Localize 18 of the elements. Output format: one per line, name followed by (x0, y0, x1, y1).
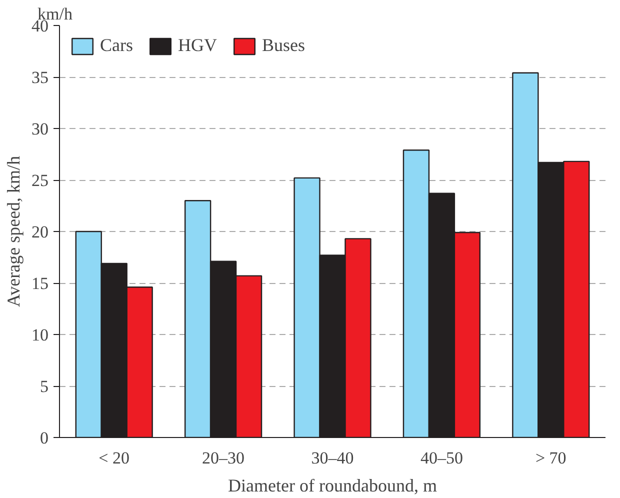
y-tick-label: 35 (32, 68, 48, 87)
y-tick-label: 0 (40, 428, 48, 448)
legend-label: Cars (100, 35, 133, 56)
x-tick-label: > 70 (535, 448, 566, 468)
x-axis-title: Diameter of roundabound, m (228, 476, 437, 496)
x-tick-label: 20–30 (202, 448, 245, 468)
x-tick-label: < 20 (98, 448, 130, 468)
y-tick-label: 20 (32, 222, 48, 242)
legend-label: Buses (262, 35, 306, 56)
y-tick-label: 25 (32, 171, 48, 190)
x-tick-label: 40–50 (420, 448, 463, 468)
y-tick-label: 5 (40, 377, 48, 396)
y-tick-label: 10 (32, 326, 48, 344)
y-axis-title: Average speed, km/h (4, 156, 24, 308)
legend-label: HGV (178, 35, 217, 56)
x-tick-label: 30–40 (311, 448, 354, 468)
y-tick-label: 30 (32, 120, 48, 138)
y-tick-label: 15 (32, 274, 48, 293)
